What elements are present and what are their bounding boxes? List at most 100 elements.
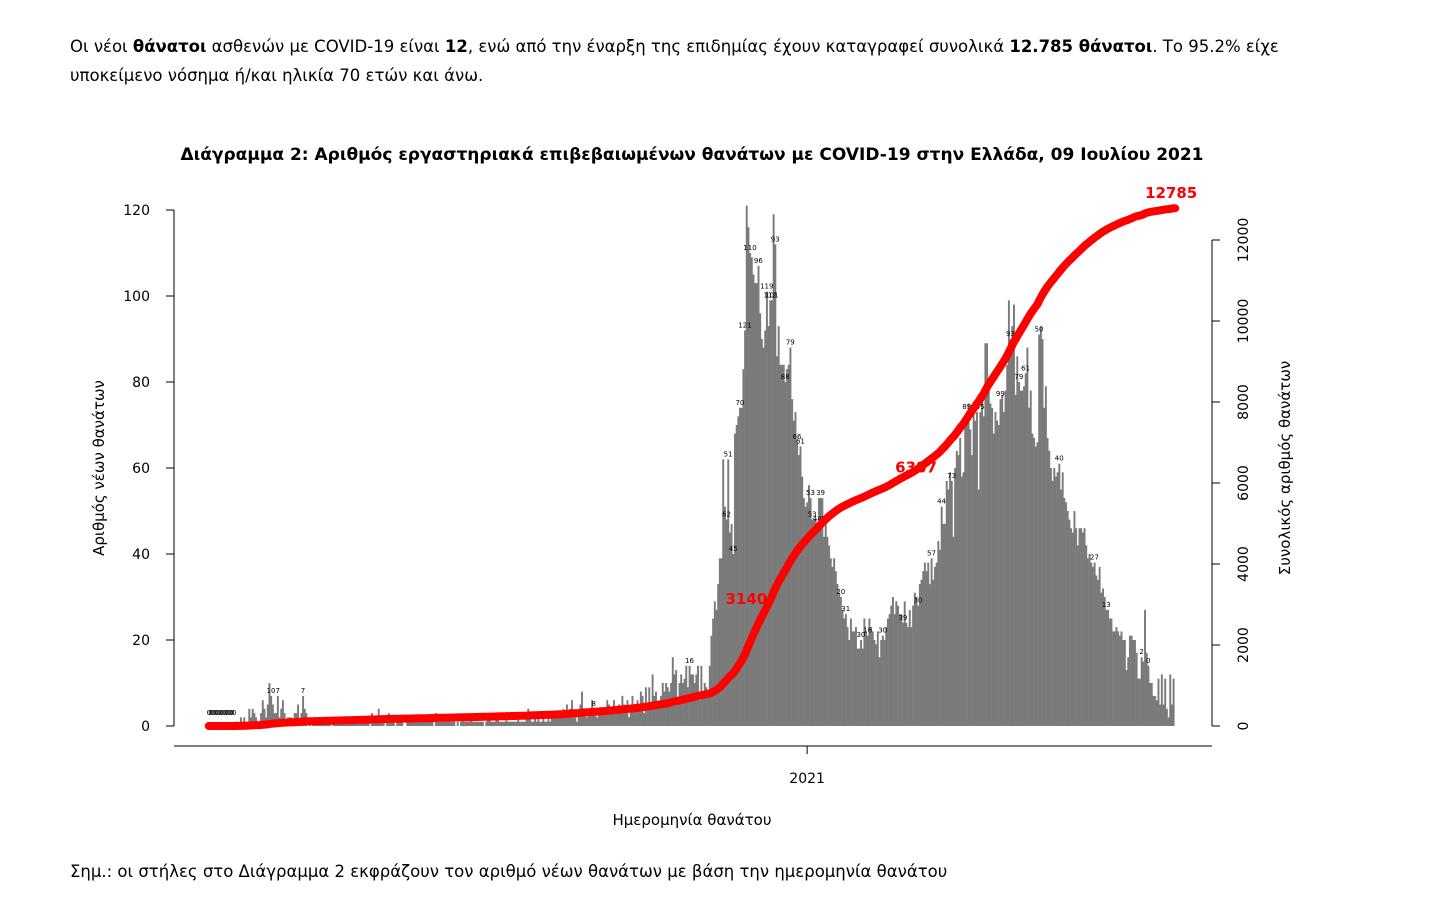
bar	[925, 571, 928, 726]
bar	[819, 498, 822, 726]
bar-value-label: 16	[863, 627, 872, 635]
bar	[1006, 364, 1009, 726]
bar-value-label: 79	[786, 339, 795, 347]
bar	[490, 721, 493, 726]
bar	[604, 713, 607, 726]
bar	[739, 407, 741, 726]
bar	[831, 566, 834, 726]
bar	[932, 579, 935, 726]
bar	[1110, 618, 1113, 726]
bar	[253, 713, 256, 726]
bar	[915, 597, 918, 726]
bar	[839, 597, 842, 726]
bar	[628, 717, 631, 726]
bar	[781, 364, 783, 726]
bar	[1122, 640, 1125, 726]
bar	[848, 640, 851, 726]
bar	[728, 532, 731, 726]
intro-text-3: , ενώ από την έναρξη της επιδημίας έχουν…	[467, 37, 1010, 56]
bar	[752, 274, 755, 726]
bar	[686, 687, 689, 726]
bar	[1118, 635, 1121, 726]
bar	[523, 721, 526, 726]
bar	[567, 717, 570, 726]
bar	[955, 450, 958, 726]
bar	[826, 536, 829, 726]
bar	[744, 330, 747, 726]
bar	[796, 442, 799, 726]
bar	[1081, 532, 1084, 726]
bar	[426, 721, 429, 726]
bar	[1149, 683, 1152, 726]
bar	[547, 717, 550, 726]
bar	[407, 721, 410, 726]
bar	[1070, 528, 1073, 726]
bar	[1058, 463, 1061, 726]
bar	[755, 283, 758, 726]
bar-value-label: 0	[215, 709, 219, 717]
bar	[382, 721, 385, 726]
bar	[843, 618, 846, 726]
bar	[1065, 502, 1068, 726]
bar	[607, 704, 610, 726]
bar	[456, 721, 459, 726]
bar-value-label: 0	[212, 709, 216, 717]
bar	[518, 721, 521, 726]
bar	[841, 609, 844, 726]
bar	[656, 708, 659, 726]
bar	[1014, 394, 1017, 726]
bar	[633, 704, 636, 726]
bar	[486, 717, 489, 726]
bar	[900, 614, 903, 726]
bar	[789, 347, 792, 726]
bar	[939, 549, 941, 726]
bar	[934, 566, 936, 726]
bar	[782, 364, 785, 726]
bar	[853, 631, 856, 726]
y-tick-label: 100	[123, 289, 150, 305]
bar	[270, 695, 273, 726]
bar	[416, 721, 419, 726]
bar	[1144, 609, 1146, 726]
intro-bold-deaths: θάνατοι	[132, 37, 207, 56]
bar	[883, 640, 886, 726]
bar-value-label: 0	[222, 709, 226, 717]
bar	[947, 489, 950, 726]
bar	[1095, 575, 1098, 726]
bar	[880, 640, 883, 726]
bar	[799, 446, 802, 726]
bar	[539, 721, 541, 726]
bar	[616, 713, 619, 726]
bar	[485, 721, 488, 726]
bar	[624, 713, 627, 726]
bar	[495, 717, 498, 726]
bar	[658, 700, 661, 726]
bar	[750, 257, 753, 726]
bar	[475, 721, 478, 726]
bar	[935, 562, 938, 726]
intro-bold-new-deaths: 12	[444, 37, 468, 56]
bar	[723, 506, 726, 726]
bar	[1093, 562, 1096, 726]
bar	[513, 721, 516, 726]
bar	[725, 519, 728, 726]
bar	[396, 721, 399, 726]
bar	[1112, 631, 1115, 726]
bar	[1012, 304, 1015, 726]
bar	[807, 485, 810, 726]
bar	[855, 627, 857, 726]
bar	[517, 717, 520, 726]
bar	[614, 708, 617, 726]
bar	[1154, 695, 1157, 726]
bars-group	[234, 205, 1175, 727]
bar-value-label: 16	[685, 657, 694, 665]
bar	[376, 721, 378, 726]
bar	[814, 519, 817, 726]
bar-value-label: 7	[276, 687, 280, 695]
bar	[802, 498, 805, 726]
bar	[981, 394, 983, 726]
bar	[297, 704, 299, 726]
bar	[386, 721, 389, 726]
bar-value-label: 0	[210, 709, 214, 717]
bar-value-label: 44	[937, 498, 946, 506]
